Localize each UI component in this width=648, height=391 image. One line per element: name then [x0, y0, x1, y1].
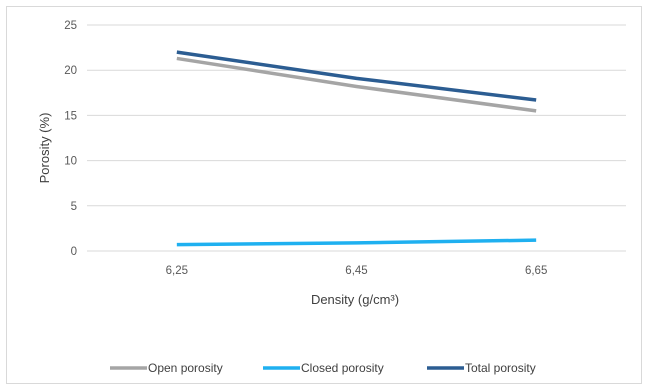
series-lines [176, 50, 537, 247]
y-tick-label: 5 [71, 201, 77, 213]
x-tick-label: 6,25 [166, 265, 188, 277]
x-axis-title: Density (g/cm³) [311, 292, 399, 307]
legend: Open porosity Closed porosity Total porosi… [110, 361, 536, 375]
x-tick-label: 6,45 [345, 265, 367, 277]
chart-frame [6, 6, 642, 384]
x-tick-label: 6,65 [525, 265, 547, 277]
y-tick-label: 20 [64, 65, 77, 77]
y-axis-title: Porosity (%) [37, 113, 52, 184]
gridlines [87, 24, 626, 252]
legend-label: Open porosity [148, 361, 223, 375]
y-tick-label: 0 [71, 246, 77, 258]
y-tick-label: 15 [64, 110, 77, 122]
y-tick-label: 10 [64, 156, 77, 168]
x-axis-ticks: 6,25 6,45 6,65 [166, 265, 548, 277]
legend-label: Total porosity [465, 361, 536, 375]
y-tick-label: 25 [64, 20, 77, 32]
series-line-closed-porosity [176, 238, 537, 247]
y-axis-ticks: 0 5 10 15 20 25 [64, 20, 77, 258]
series-line-total-porosity [176, 50, 537, 102]
series-line-open-porosity [176, 56, 537, 113]
legend-label: Closed porosity [301, 361, 384, 375]
